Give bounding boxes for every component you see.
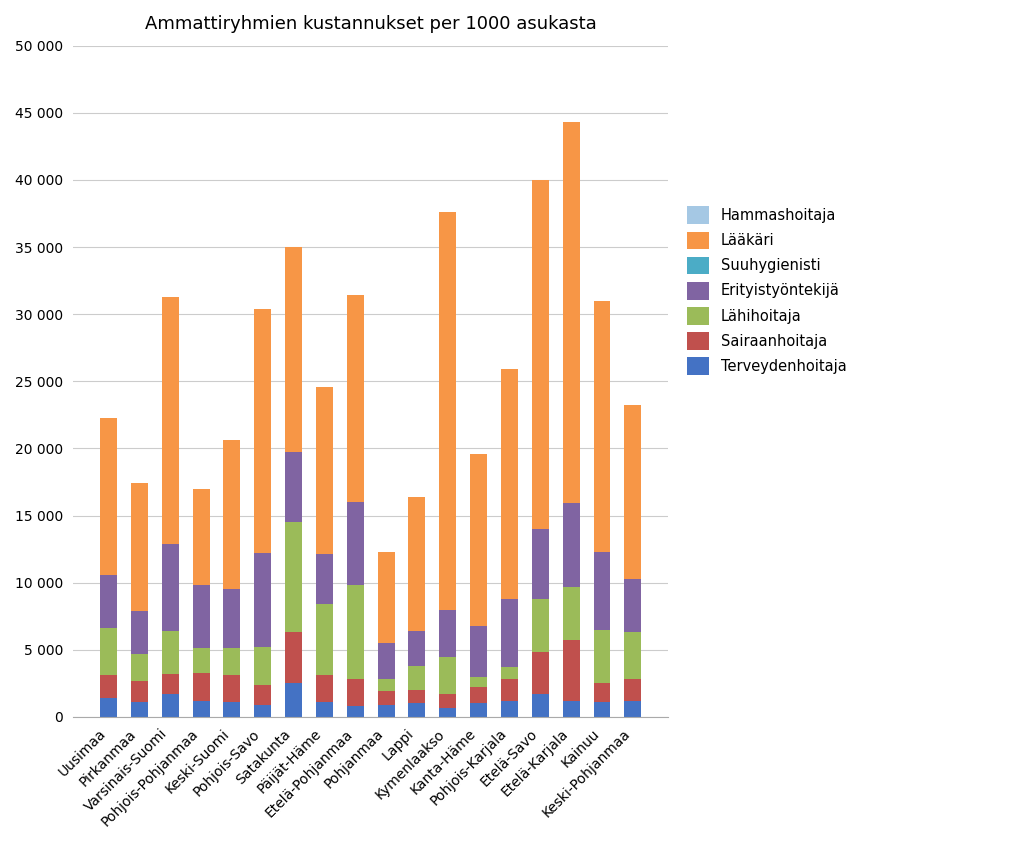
Bar (285, 452, 302, 522)
Bar (471, 687, 487, 704)
Bar (162, 694, 179, 717)
Bar (593, 630, 611, 684)
Bar (471, 704, 487, 717)
Bar (347, 706, 364, 717)
Bar (223, 648, 240, 675)
Bar (255, 647, 271, 684)
Bar (563, 504, 580, 587)
Bar (255, 705, 271, 717)
Bar (285, 247, 302, 452)
Bar (347, 679, 364, 706)
Bar (255, 309, 271, 553)
Bar (501, 679, 518, 701)
Bar (624, 701, 641, 717)
Bar (532, 652, 548, 694)
Bar (408, 690, 426, 704)
Bar (439, 694, 456, 707)
Bar (377, 691, 395, 705)
Bar (501, 668, 518, 679)
Bar (192, 586, 210, 648)
Bar (377, 552, 395, 643)
Bar (316, 387, 332, 555)
Bar (316, 555, 332, 604)
Bar (347, 502, 364, 586)
Bar (593, 702, 611, 717)
Bar (501, 598, 518, 668)
Bar (471, 454, 487, 625)
Bar (471, 677, 487, 687)
Bar (471, 625, 487, 677)
Bar (439, 609, 456, 657)
Bar (192, 489, 210, 586)
Bar (285, 522, 302, 632)
Bar (131, 680, 148, 702)
Bar (408, 631, 426, 666)
Bar (624, 405, 641, 579)
Bar (439, 212, 456, 609)
Bar (100, 698, 117, 717)
Bar (532, 180, 548, 529)
Bar (377, 643, 395, 679)
Bar (532, 598, 548, 652)
Bar (563, 587, 580, 641)
Bar (162, 544, 179, 631)
Bar (624, 632, 641, 679)
Bar (593, 552, 611, 630)
Bar (285, 632, 302, 684)
Bar (532, 694, 548, 717)
Bar (285, 684, 302, 717)
Bar (131, 702, 148, 717)
Bar (593, 684, 611, 702)
Bar (100, 675, 117, 698)
Bar (439, 707, 456, 717)
Bar (131, 654, 148, 680)
Bar (347, 586, 364, 679)
Bar (255, 553, 271, 647)
Bar (563, 641, 580, 701)
Bar (162, 674, 179, 694)
Bar (223, 675, 240, 702)
Bar (624, 579, 641, 632)
Bar (100, 628, 117, 675)
Bar (408, 704, 426, 717)
Bar (532, 529, 548, 598)
Bar (624, 679, 641, 701)
Bar (563, 701, 580, 717)
Bar (408, 666, 426, 690)
Bar (192, 648, 210, 673)
Bar (100, 418, 117, 575)
Bar (223, 702, 240, 717)
Bar (255, 684, 271, 705)
Bar (439, 657, 456, 694)
Bar (192, 701, 210, 717)
Title: Ammattiryhmien kustannukset per 1000 asukasta: Ammattiryhmien kustannukset per 1000 asu… (145, 15, 596, 33)
Bar (593, 300, 611, 552)
Bar (563, 122, 580, 504)
Bar (223, 441, 240, 589)
Bar (192, 673, 210, 701)
Legend: Hammashoitaja, Lääkäri, Suuhygienisti, Erityistyöntekijä, Lähihoitaja, Sairaanho: Hammashoitaja, Lääkäri, Suuhygienisti, E… (681, 201, 852, 381)
Bar (316, 675, 332, 702)
Bar (377, 679, 395, 691)
Bar (100, 575, 117, 628)
Bar (347, 295, 364, 502)
Bar (316, 604, 332, 675)
Bar (223, 589, 240, 648)
Bar (131, 611, 148, 654)
Bar (377, 705, 395, 717)
Bar (162, 631, 179, 674)
Bar (316, 702, 332, 717)
Bar (501, 701, 518, 717)
Bar (162, 297, 179, 544)
Bar (408, 497, 426, 631)
Bar (131, 484, 148, 611)
Bar (501, 369, 518, 598)
